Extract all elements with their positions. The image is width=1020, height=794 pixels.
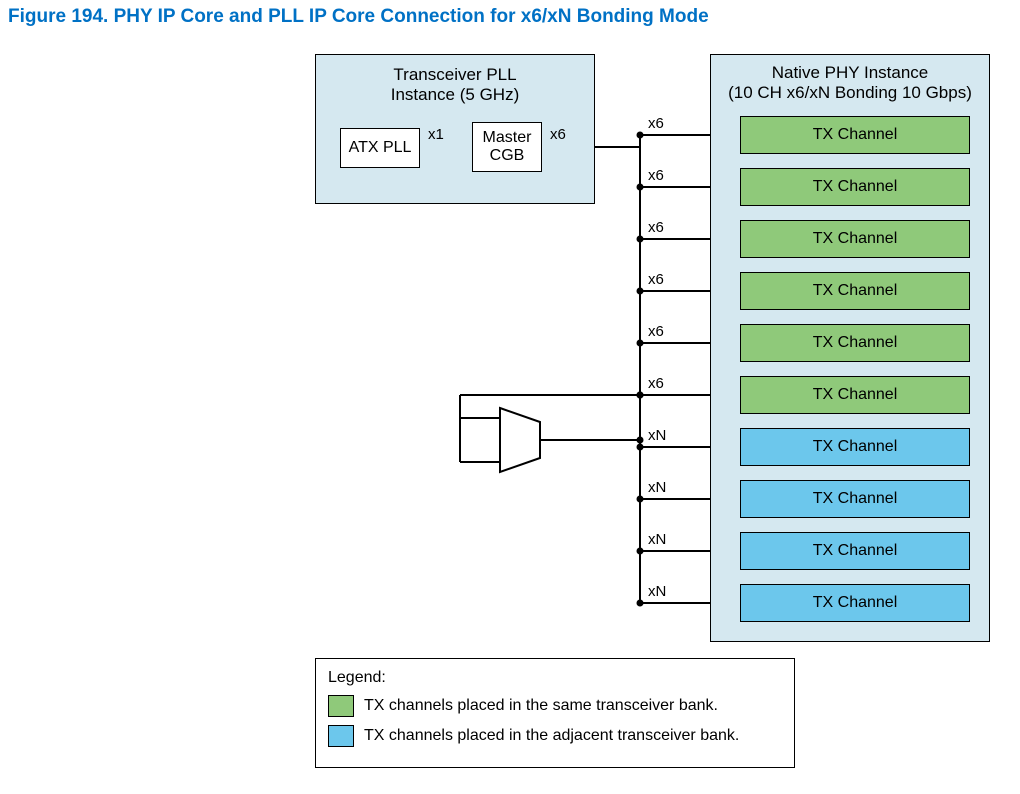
phy-header-1: Native PHY Instance [711,63,989,83]
cgb-l1: Master [483,129,532,147]
figure-title: Figure 194. PHY IP Core and PLL IP Core … [0,0,1020,34]
tx-channel: TX Channel [740,272,970,310]
tx-channel: TX Channel [740,116,970,154]
tx-channel: TX Channel [740,480,970,518]
master-cgb-box: MasterCGB [472,122,542,172]
tx-channel: TX Channel [740,376,970,414]
tap-label: xN [648,531,666,548]
tap-label: x6 [648,115,664,132]
legend-text-same: TX channels placed in the same transceiv… [364,697,718,715]
tap-label: xN [648,427,666,444]
tap-label: xN [648,583,666,600]
tap-label: x6 [648,375,664,392]
legend-box: Legend: TX channels placed in the same tr… [315,658,795,768]
tap-label: x6 [648,271,664,288]
tap-label: x6 [648,167,664,184]
x1-label: x1 [428,126,444,143]
legend-title: Legend: [328,669,782,687]
pll-header-1: Transceiver PLL [316,65,594,85]
legend-text-adjacent: TX channels placed in the adjacent trans… [364,727,739,745]
tx-channel: TX Channel [740,324,970,362]
x6-out-label: x6 [550,126,566,143]
tx-channel: TX Channel [740,532,970,570]
tx-channel: TX Channel [740,220,970,258]
diagram-canvas: Transceiver PLLInstance (5 GHz) ATX PLL Ma… [0,34,1020,674]
tx-channel: TX Channel [740,428,970,466]
atx-pll-box: ATX PLL [340,128,420,168]
legend-swatch-adjacent [328,725,354,747]
legend-row-adjacent: TX channels placed in the adjacent trans… [328,725,782,747]
pll-header-2: Instance (5 GHz) [316,85,594,105]
legend-row-same: TX channels placed in the same transceiv… [328,695,782,717]
tap-label: xN [648,479,666,496]
legend-swatch-same [328,695,354,717]
phy-header-2: (10 CH x6/xN Bonding 10 Gbps) [711,83,989,103]
tx-channel: TX Channel [740,168,970,206]
tx-channel: TX Channel [740,584,970,622]
cgb-l2: CGB [483,147,532,165]
tap-label: x6 [648,323,664,340]
tap-label: x6 [648,219,664,236]
